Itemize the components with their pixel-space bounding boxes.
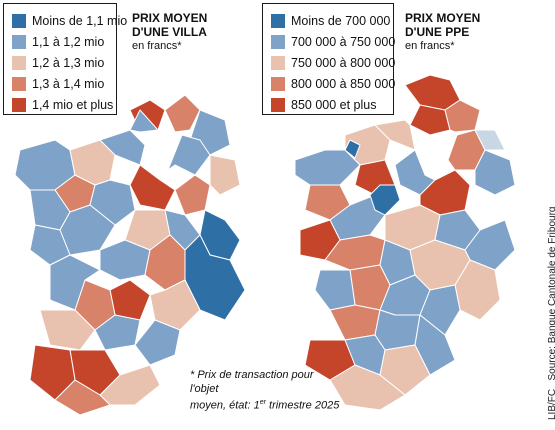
villa-legend-item: 1,3 à 1,4 mio	[12, 73, 108, 94]
villa-legend-swatch	[12, 76, 26, 91]
villa-district	[99, 129, 146, 166]
ppe-legend-label: 800 000 à 850 000	[291, 76, 396, 91]
villa-legend-swatch	[12, 13, 26, 28]
villa-map-svg	[14, 94, 246, 416]
ppe-legend-swatch	[271, 34, 285, 49]
ppe-district	[474, 129, 506, 151]
ppe-lake	[425, 135, 457, 180]
villa-district	[167, 134, 211, 176]
footnote-line2-sup: er	[259, 399, 266, 406]
ppe-districts	[294, 74, 516, 411]
source-credit: LIB/FC Source: Banque Cantonale de Fribo…	[547, 207, 555, 420]
villa-title-line1: PRIX MOYEN	[132, 11, 208, 25]
villa-legend-item: 1,2 à 1,3 mio	[12, 52, 108, 73]
villa-district	[209, 154, 241, 196]
ppe-legend-item: 750 000 à 800 000	[271, 52, 395, 73]
villa-districts	[14, 94, 246, 416]
villa-legend-label: 1,3 à 1,4 mio	[32, 76, 105, 91]
villa-legend-swatch	[12, 97, 26, 112]
villa-title-unit: en francs*	[132, 40, 182, 52]
ppe-legend-item: Moins de 700 000	[271, 10, 390, 31]
footnote-line2-post: trimestre 2025	[265, 399, 340, 412]
villa-district	[54, 379, 111, 416]
villa-title-line2: D'UNE VILLA	[132, 25, 207, 39]
ppe-district	[374, 119, 416, 151]
footnote: * Prix de transaction pour l'objet moyen…	[190, 368, 340, 413]
villa-legend-label: Moins de 1,1 mio	[32, 13, 128, 28]
ppe-legend-swatch	[271, 76, 285, 91]
villa-district	[174, 174, 211, 216]
ppe-legend-item: 850 000 et plus	[271, 94, 385, 115]
ppe-district	[409, 104, 451, 136]
ppe-title-line1: PRIX MOYEN	[405, 11, 481, 25]
ppe-price-map	[270, 0, 540, 430]
source-lib: LIB/FC	[547, 388, 555, 420]
ppe-district	[444, 99, 481, 133]
villa-legend-label: 1,2 à 1,3 mio	[32, 55, 105, 70]
ppe-legend-swatch	[271, 13, 285, 28]
villa-district	[134, 319, 181, 366]
ppe-title-unit: en francs*	[405, 40, 455, 52]
villa-district	[129, 109, 159, 133]
ppe-legend-label: 750 000 à 800 000	[291, 55, 396, 70]
villa-district	[94, 314, 141, 351]
footnote-line2: moyen, état: 1er trimestre 2025	[190, 396, 340, 413]
ppe-legend-label: Moins de 700 000	[291, 13, 391, 28]
ppe-title-line2: D'UNE PPE	[405, 25, 470, 39]
ppe-district	[344, 139, 361, 159]
ppe-district	[329, 364, 406, 411]
ppe-title: PRIX MOYEN D'UNE PPE en francs*	[405, 11, 480, 53]
ppe-legend-swatch	[271, 97, 285, 112]
ppe-legend-swatch	[271, 55, 285, 70]
villa-district	[39, 309, 96, 351]
villa-price-map	[0, 0, 270, 430]
ppe-district	[369, 184, 401, 216]
villa-legend-label: 1,1 à 1,2 mio	[32, 34, 105, 49]
ppe-legend-item: 700 000 à 750 000	[271, 31, 395, 52]
villa-lake	[150, 135, 182, 180]
villa-legend-item: 1,4 mio et plus	[12, 94, 113, 115]
footnote-line1: * Prix de transaction pour l'objet	[190, 369, 314, 395]
villa-legend-item: Moins de 1,1 mio	[12, 10, 127, 31]
source-bank: Source: Banque Cantonale de Fribourg	[547, 206, 555, 381]
villa-legend-swatch	[12, 34, 26, 49]
ppe-district	[374, 309, 421, 351]
villa-legend: Moins de 1,1 mio 1,1 à 1,2 mio 1,2 à 1,3 m…	[3, 3, 127, 115]
villa-legend-swatch	[12, 55, 26, 70]
ppe-district	[329, 304, 381, 341]
footnote-line2-pre: moyen, état: 1	[190, 399, 260, 412]
villa-title: PRIX MOYEN D'UNE VILLA en francs*	[132, 11, 207, 53]
villa-district	[109, 279, 151, 321]
villa-legend-item: 1,1 à 1,2 mio	[12, 31, 108, 52]
villa-legend-label: 1,4 mio et plus	[32, 97, 114, 112]
villa-district	[49, 254, 101, 311]
villa-district	[164, 94, 201, 133]
ppe-district	[474, 149, 516, 196]
ppe-legend-item: 800 000 à 850 000	[271, 73, 395, 94]
ppe-map-svg	[294, 74, 516, 411]
ppe-legend-label: 700 000 à 750 000	[291, 34, 396, 49]
ppe-district	[314, 269, 356, 311]
ppe-legend: Moins de 700 000 700 000 à 750 000 750 000…	[262, 3, 395, 115]
ppe-district	[294, 149, 361, 186]
ppe-legend-label: 850 000 et plus	[291, 97, 377, 112]
ppe-district	[404, 74, 461, 111]
